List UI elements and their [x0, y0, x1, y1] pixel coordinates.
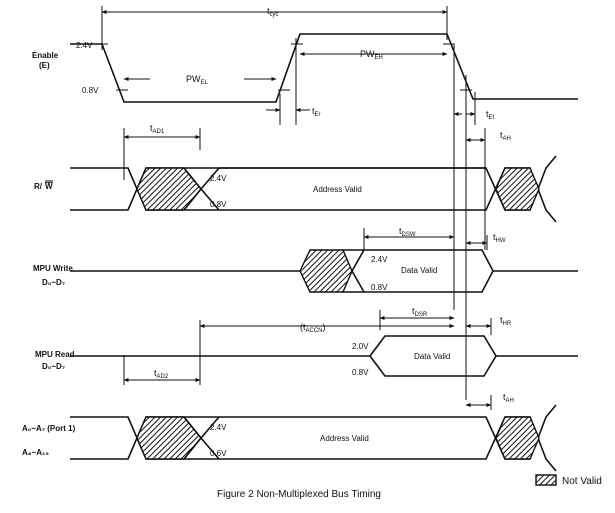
addr-low-level: 0.6V	[210, 449, 227, 458]
enable-waveform	[70, 33, 578, 103]
rw-label-w: W	[45, 182, 53, 191]
tah2-label: tAH	[503, 392, 514, 404]
rw-low-level: 0.8V	[210, 200, 227, 209]
rw-high-level: 2.4V	[210, 174, 227, 183]
read-low-level: 0.8V	[352, 368, 369, 377]
address-label-high: A₈~A₁₅	[22, 448, 49, 457]
tdsr-label: tDSR	[412, 306, 428, 318]
tad2-label: tAD2	[154, 368, 169, 380]
mpu-read-waveform	[70, 335, 578, 377]
mpu-write-data-label: D₀~D₇	[42, 278, 65, 287]
enable-low-level: 0.8V	[82, 86, 99, 95]
thr-label: tHR	[500, 315, 512, 327]
tcyc-label: tcyc	[267, 6, 279, 18]
address-label-port1: A₀~A₇ (Port 1)	[22, 424, 76, 433]
thw-label: tHW	[493, 232, 506, 244]
read-high-level: 2.0V	[352, 342, 369, 351]
write-low-level: 0.8V	[371, 283, 388, 292]
ter-label: tEr	[312, 106, 321, 118]
write-bus-label: Data Valid	[401, 266, 437, 275]
not-valid-legend-swatch	[535, 474, 557, 486]
enable-high-level: 2.4V	[76, 41, 93, 50]
not-valid-legend-label: Not Valid	[562, 476, 602, 487]
address-waveform	[70, 404, 557, 472]
tdsw-label: tDSW	[399, 226, 416, 238]
tef-label: tEf	[486, 109, 495, 121]
write-high-level: 2.4V	[371, 255, 388, 264]
enable-label-line2: (E)	[39, 61, 50, 70]
rw-label-r: R/	[34, 182, 43, 191]
rw-bus-label: Address Valid	[313, 185, 362, 194]
timing-arrows	[101, 10, 492, 407]
pwel-label: PWEL	[186, 74, 209, 86]
addr-high-level: 2.4V	[210, 423, 227, 432]
enable-label-line1: Enable	[32, 51, 59, 60]
pweh-label: PWEH	[360, 49, 383, 61]
mpu-read-data-label: D₀~D₇	[42, 362, 65, 371]
tah1-label: tAH	[500, 130, 511, 142]
read-bus-label: Data Valid	[414, 352, 450, 361]
taccn-label: (tACCN)	[300, 322, 326, 334]
mpu-read-label: MPU Read	[35, 350, 75, 359]
tad1-label: tAD1	[150, 123, 165, 135]
addr-bus-label: Address Valid	[320, 434, 369, 443]
mpu-write-waveform	[70, 249, 578, 293]
rw-waveform	[70, 155, 557, 223]
figure-caption: Figure 2 Non-Multiplexed Bus Timing	[217, 489, 381, 500]
mpu-write-label: MPU Write	[33, 264, 73, 273]
